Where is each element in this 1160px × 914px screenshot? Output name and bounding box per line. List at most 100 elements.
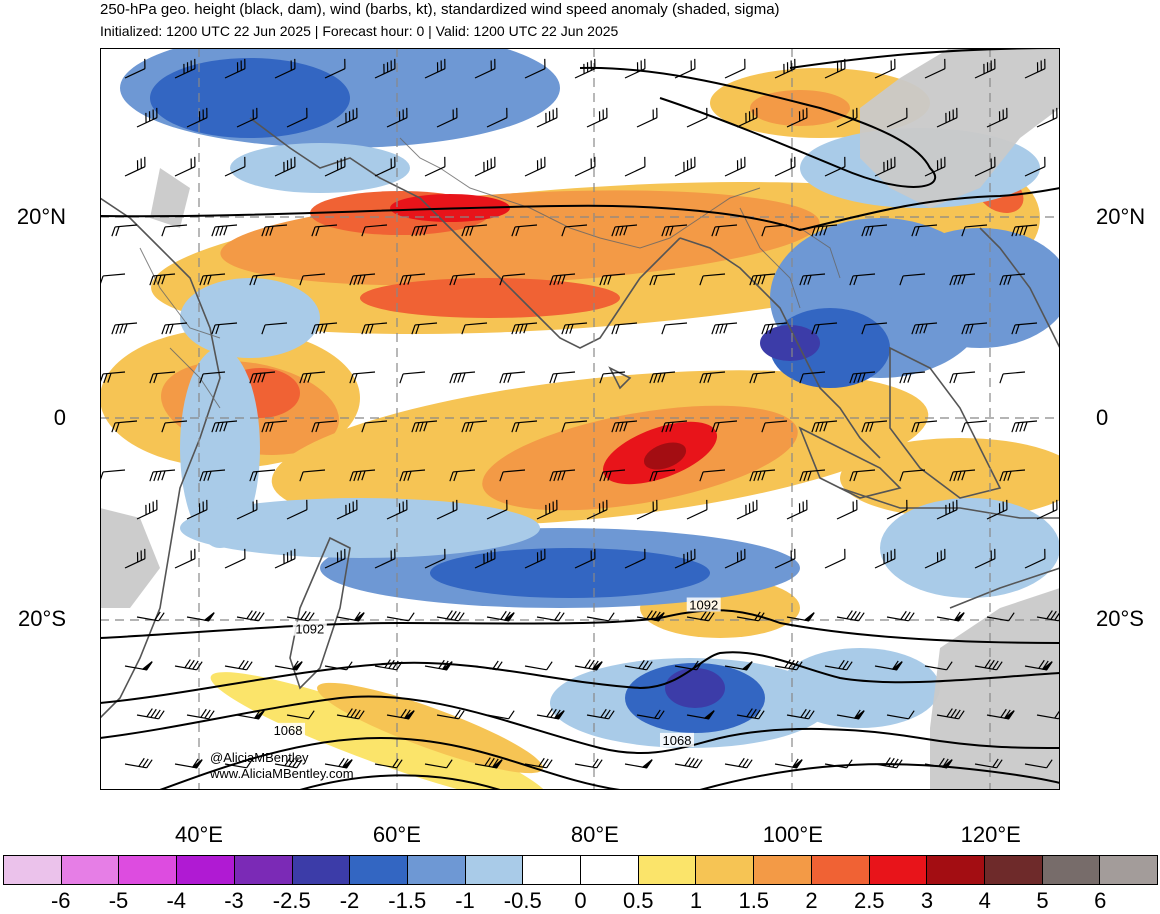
wind-barb — [924, 156, 946, 177]
wind-barb — [111, 420, 138, 433]
wind-barb — [1024, 548, 1046, 569]
wind-barb — [374, 758, 403, 769]
wind-barbs — [100, 58, 1060, 769]
wind-barb — [749, 273, 776, 286]
colorbar-label: -4 — [166, 888, 187, 913]
colorbar-box — [119, 856, 178, 884]
contour-label: 1092 — [689, 598, 718, 613]
wind-barb — [861, 224, 888, 237]
wind-barb — [149, 371, 176, 384]
wind-barb — [549, 273, 576, 286]
wind-barb — [274, 548, 296, 569]
wind-barb — [861, 420, 888, 433]
wind-barb — [949, 273, 976, 286]
wind-barb — [611, 322, 638, 335]
wind-barb — [849, 469, 876, 482]
wind-barb — [299, 469, 326, 482]
wind-barb — [911, 322, 938, 335]
wind-barb — [649, 371, 676, 384]
wind-barb — [986, 499, 1008, 520]
wind-barb — [124, 156, 146, 177]
colorbar-label: 0 — [574, 888, 587, 913]
wind-barb — [1036, 107, 1058, 128]
colorbar-box — [638, 856, 697, 884]
colorbar-box — [234, 856, 293, 884]
wind-barb — [736, 107, 758, 128]
wind-barb — [361, 420, 388, 433]
wind-barb — [474, 548, 496, 569]
wind-barb — [599, 371, 626, 384]
wind-barb — [149, 469, 176, 482]
wind-barb — [611, 420, 638, 433]
anomaly-region — [880, 498, 1060, 598]
wind-barb — [824, 58, 846, 79]
wind-barb — [299, 371, 326, 384]
wind-barb — [586, 612, 615, 622]
wind-barb — [511, 224, 538, 237]
wind-barb — [336, 708, 365, 720]
colorbar-label: -5 — [108, 888, 129, 913]
wind-barb — [549, 469, 576, 482]
wind-barb — [236, 107, 258, 128]
wind-barb — [636, 709, 665, 720]
wind-barb — [161, 420, 188, 433]
wind-barb — [786, 612, 815, 622]
wind-barb — [799, 273, 826, 286]
wind-barb — [824, 659, 853, 671]
wind-barb — [649, 273, 676, 286]
anomaly-region — [750, 90, 850, 126]
anomaly-region — [840, 438, 1060, 518]
wind-barb — [1024, 156, 1046, 177]
wind-barb — [324, 156, 346, 177]
wind-barb — [699, 273, 726, 286]
wind-barb — [811, 322, 838, 335]
wind-barb — [861, 322, 888, 335]
wind-barb — [599, 469, 626, 482]
wind-barb — [949, 371, 976, 384]
wind-barb — [136, 611, 165, 622]
height-contours — [100, 48, 1060, 790]
wind-barb — [561, 224, 588, 237]
wind-barb — [436, 709, 465, 720]
wind-barb — [799, 469, 826, 482]
colorbar-label: -3 — [224, 888, 244, 913]
wind-barb — [486, 107, 508, 128]
wind-barb — [461, 322, 488, 335]
wind-barb — [499, 469, 526, 482]
wind-barb — [774, 156, 796, 177]
wind-barb — [311, 224, 338, 237]
borders — [139, 137, 841, 409]
anomaly-region — [665, 668, 725, 708]
wind-barb — [336, 499, 358, 520]
wind-barb — [249, 371, 276, 384]
wind-barb — [274, 660, 303, 671]
wind-barb — [136, 708, 165, 720]
wind-barb — [124, 548, 146, 569]
wind-barb — [761, 420, 788, 433]
wind-barb — [799, 371, 826, 384]
wind-barb — [386, 708, 415, 720]
wind-barb — [974, 659, 1003, 671]
wind-barb — [249, 469, 276, 482]
wind-barb — [699, 371, 726, 384]
weather-map: 1092 1092 1068 1068 @AliciaMBentley www.Ali… — [100, 48, 1060, 790]
colorbar-box — [407, 856, 466, 884]
wind-barb — [524, 661, 553, 671]
wind-barb — [636, 499, 658, 520]
wind-barb — [111, 224, 138, 237]
anomaly-region — [760, 325, 820, 361]
wind-barb — [474, 156, 496, 177]
wind-barb — [924, 661, 953, 671]
wind-barb — [986, 612, 1015, 622]
map-subtitle: Initialized: 1200 UTC 22 Jun 2025 | Fore… — [100, 23, 619, 39]
colorbar-box — [754, 856, 812, 884]
colorbar-label: -2.5 — [272, 888, 311, 913]
anomaly-region — [150, 58, 350, 138]
wind-barb — [599, 273, 626, 286]
wind-barb — [961, 224, 988, 237]
wind-barb — [1024, 759, 1053, 769]
wind-barb — [486, 499, 508, 520]
lon-label: 120°E — [960, 822, 1021, 847]
wind-barb — [261, 420, 288, 433]
colorbar-box — [523, 856, 582, 884]
